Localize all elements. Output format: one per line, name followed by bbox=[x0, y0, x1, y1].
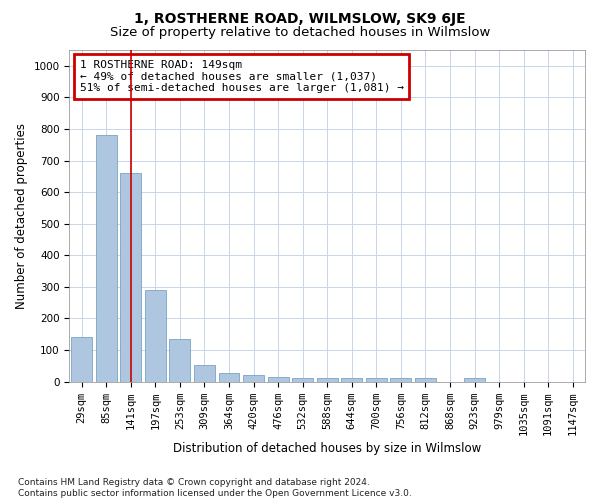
Bar bbox=[121, 173, 141, 382]
Bar bbox=[415, 378, 436, 382]
Bar bbox=[292, 378, 313, 382]
Bar bbox=[268, 377, 289, 382]
Text: Contains HM Land Registry data © Crown copyright and database right 2024.
Contai: Contains HM Land Registry data © Crown c… bbox=[18, 478, 412, 498]
Y-axis label: Number of detached properties: Number of detached properties bbox=[15, 123, 28, 309]
Bar bbox=[341, 378, 362, 382]
Bar bbox=[71, 338, 92, 382]
Bar bbox=[366, 378, 387, 382]
Bar bbox=[194, 365, 215, 382]
Bar bbox=[218, 372, 239, 382]
Text: Size of property relative to detached houses in Wilmslow: Size of property relative to detached ho… bbox=[110, 26, 490, 39]
Bar bbox=[96, 136, 116, 382]
Bar bbox=[317, 378, 338, 382]
Bar bbox=[391, 378, 411, 382]
Bar bbox=[464, 378, 485, 382]
Text: 1, ROSTHERNE ROAD, WILMSLOW, SK9 6JE: 1, ROSTHERNE ROAD, WILMSLOW, SK9 6JE bbox=[134, 12, 466, 26]
X-axis label: Distribution of detached houses by size in Wilmslow: Distribution of detached houses by size … bbox=[173, 442, 481, 455]
Bar bbox=[243, 376, 264, 382]
Bar bbox=[145, 290, 166, 382]
Bar bbox=[169, 339, 190, 382]
Text: 1 ROSTHERNE ROAD: 149sqm
← 49% of detached houses are smaller (1,037)
51% of sem: 1 ROSTHERNE ROAD: 149sqm ← 49% of detach… bbox=[80, 60, 404, 93]
